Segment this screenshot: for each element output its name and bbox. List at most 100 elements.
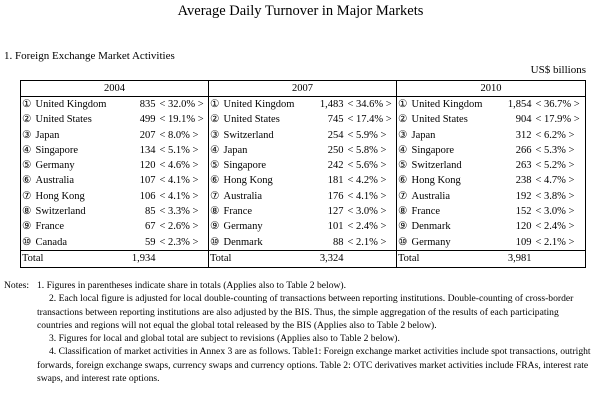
share: < 4.1% >	[347, 190, 387, 202]
total-value: 3,324	[310, 250, 347, 268]
share: < 2.4% >	[535, 221, 575, 233]
share: < 2.4% >	[347, 221, 387, 233]
data-row: ⑩ Canada 59 < 2.3% > ⑩ Denmark 88 < 2.1% > ⑩ Germ…	[21, 234, 586, 251]
share: < 19.1% >	[159, 114, 204, 126]
notes-items: 1. Figures in parentheses indicate share…	[37, 279, 594, 385]
country: United States	[35, 114, 92, 126]
rank: ④	[208, 143, 223, 159]
data-row: ⑨ France 67 < 2.6% > ⑨ Germany 101 < 2.4% > ⑨ Den…	[21, 219, 586, 235]
turnover-value: 67	[145, 221, 156, 233]
note-item: 1. Figures in parentheses indicate share…	[37, 280, 347, 291]
country: France	[223, 206, 253, 218]
turnover-value: 238	[515, 175, 532, 187]
share: < 4.1% >	[159, 190, 199, 202]
rank: ⑨	[208, 219, 223, 235]
rank: ⑥	[208, 173, 223, 190]
country: United Kingdom	[411, 98, 483, 110]
share: < 3.3% >	[159, 206, 199, 218]
rank: ⑥	[396, 173, 411, 190]
rank: ⑥	[22, 175, 32, 187]
share: < 36.7% >	[535, 98, 580, 110]
turnover-value: 745	[327, 114, 344, 126]
total-value: 3,981	[498, 250, 535, 268]
rank: ⑤	[22, 160, 32, 172]
share: < 3.8% >	[535, 190, 575, 202]
rank: ⑤	[396, 158, 411, 174]
total-value: 1,934	[122, 250, 159, 268]
country: Switzerland	[411, 160, 462, 172]
note-item: 3. Figures for local and global total ar…	[49, 333, 400, 345]
rank: ⑧	[208, 204, 223, 220]
country: Switzerland	[223, 129, 274, 141]
total-blank	[158, 250, 209, 268]
turnover-value: 192	[515, 190, 532, 202]
country: Germany	[411, 236, 451, 248]
rank: ①	[22, 98, 32, 110]
rank: ⑨	[396, 219, 411, 235]
year-header: 2007	[208, 80, 397, 98]
rank: ⑩	[208, 234, 223, 251]
total-blank	[534, 250, 586, 268]
rank: ②	[22, 114, 32, 126]
year-header: 2010	[396, 80, 586, 98]
turnover-value: 120	[139, 160, 156, 172]
total-label: Total	[20, 250, 123, 268]
share: < 2.1% >	[535, 236, 575, 248]
share: < 4.2% >	[347, 175, 387, 187]
country: France	[411, 206, 441, 218]
turnover-value: 176	[327, 190, 344, 202]
country: Hong Kong	[223, 175, 273, 187]
turnover-value: 101	[327, 221, 344, 233]
total-label: Total	[208, 250, 311, 268]
data-row: ① United Kingdom 835 < 32.0% > ① United Kingd…	[21, 96, 586, 113]
rank: ④	[396, 143, 411, 159]
country: United States	[223, 114, 280, 126]
rank: ⑧	[22, 206, 32, 218]
country: United Kingdom	[223, 98, 295, 110]
turnover-value: 254	[327, 129, 344, 141]
turnover-value: 181	[327, 175, 344, 187]
turnover-value: 107	[139, 175, 156, 187]
country: Switzerland	[35, 206, 86, 218]
country: Japan	[35, 129, 60, 141]
turnover-value: 1,483	[319, 98, 344, 110]
rank: ③	[396, 127, 411, 144]
turnover-value: 120	[515, 221, 532, 233]
turnover-value: 152	[515, 206, 532, 218]
country: France	[35, 221, 65, 233]
share: < 3.0% >	[347, 206, 387, 218]
rank: ①	[208, 96, 223, 113]
share: < 5.8% >	[347, 144, 387, 156]
share: < 4.7% >	[535, 175, 575, 187]
data-row: ⑧ Switzerland 85 < 3.3% > ⑧ France 127 < 3.0% >…	[21, 204, 586, 220]
rank: ③	[22, 129, 32, 141]
share: < 34.6% >	[347, 98, 392, 110]
country: Germany	[35, 160, 75, 172]
share: < 32.0% >	[159, 98, 204, 110]
turnover-value: 266	[515, 144, 532, 156]
rank: ⑩	[22, 236, 32, 248]
country: United States	[411, 114, 468, 126]
share: < 8.0% >	[159, 129, 199, 141]
country: Hong Kong	[411, 175, 461, 187]
rank: ⑩	[396, 234, 411, 251]
data-row: ⑦ Hong Kong 106 < 4.1% > ⑦ Australia 176 < 4.1%…	[21, 189, 586, 205]
turnover-value: 207	[139, 129, 156, 141]
share: < 5.3% >	[535, 144, 575, 156]
notes-label: Notes:	[4, 280, 30, 291]
turnover-value: 250	[327, 144, 344, 156]
title: Average Daily Turnover in Major Markets	[177, 3, 424, 19]
share: < 2.1% >	[347, 236, 387, 248]
country: Germany	[223, 221, 263, 233]
turnover-value: 59	[145, 236, 156, 248]
turnover-value: 242	[327, 160, 344, 172]
turnover-value: 263	[515, 160, 532, 172]
rank: ①	[396, 96, 411, 113]
turnover-value: 127	[327, 206, 344, 218]
turnover-table: 2004 2007 2010 ① United Kingdom 835 < 32.0% > ①…	[20, 80, 586, 268]
turnover-value: 106	[139, 190, 156, 202]
country: United Kingdom	[35, 98, 107, 110]
turnover-value: 85	[145, 206, 156, 218]
rank: ⑧	[396, 204, 411, 220]
